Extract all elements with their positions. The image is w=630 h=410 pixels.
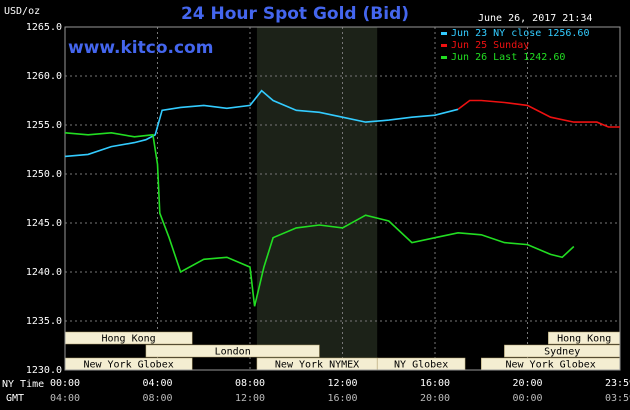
y-tick-label: 1265.0 bbox=[26, 22, 62, 33]
series-line bbox=[457, 99, 620, 128]
session-label: Hong Kong bbox=[102, 334, 156, 345]
session-label: New York NYMEX bbox=[275, 360, 359, 371]
legend-swatch bbox=[441, 44, 447, 47]
y-tick-label: 1245.0 bbox=[26, 218, 62, 229]
x-tick-label: 20:00 bbox=[512, 378, 542, 389]
series-line bbox=[64, 131, 575, 307]
x2-tick-label: 04:00 bbox=[50, 393, 80, 404]
legend-swatch bbox=[441, 56, 447, 59]
session-label: Sydney bbox=[544, 347, 580, 358]
y-axis-label: USD/oz bbox=[4, 6, 40, 17]
legend-label: Jun 23 NY close 1256.60 bbox=[451, 28, 589, 39]
legend-swatch bbox=[441, 32, 447, 35]
session-label: Hong Kong bbox=[557, 334, 611, 345]
legend-label: Jun 26 Last 1242.60 bbox=[451, 52, 565, 63]
legend-label: Jun 25 Sunday bbox=[451, 40, 529, 51]
session-shade bbox=[256, 27, 378, 370]
x2-axis-label: GMT bbox=[6, 393, 24, 404]
x2-tick-label: 16:00 bbox=[327, 393, 357, 404]
x2-tick-label: 00:00 bbox=[512, 393, 542, 404]
y-tick-label: 1230.0 bbox=[26, 365, 62, 376]
session-bar bbox=[145, 344, 320, 358]
watermark: www.kitco.com bbox=[68, 38, 213, 58]
series-line bbox=[64, 89, 459, 158]
y-tick-label: 1235.0 bbox=[26, 316, 62, 327]
y-tick-label: 1250.0 bbox=[26, 169, 62, 180]
timestamp: June 26, 2017 21:34 bbox=[478, 13, 592, 24]
y-tick-label: 1255.0 bbox=[26, 120, 62, 131]
x-tick-label: 12:00 bbox=[327, 378, 357, 389]
x2-tick-label: 20:00 bbox=[420, 393, 450, 404]
chart-title: 24 Hour Spot Gold (Bid) bbox=[181, 4, 409, 24]
session-label: London bbox=[215, 347, 251, 358]
y-tick-label: 1240.0 bbox=[26, 267, 62, 278]
session-label: NY Globex bbox=[394, 360, 448, 371]
x2-tick-label: 12:00 bbox=[235, 393, 265, 404]
session-label: New York Globex bbox=[83, 360, 173, 371]
x2-tick-label: 03:59 bbox=[605, 393, 630, 404]
x-tick-label: 16:00 bbox=[420, 378, 450, 389]
plot-frame bbox=[64, 26, 621, 371]
x2-tick-label: 08:00 bbox=[142, 393, 172, 404]
x-tick-label: 23:59 bbox=[605, 378, 630, 389]
y-tick-label: 1260.0 bbox=[26, 71, 62, 82]
session-label: New York Globex bbox=[505, 360, 595, 371]
x-tick-label: 08:00 bbox=[235, 378, 265, 389]
x-tick-label: 04:00 bbox=[142, 378, 172, 389]
x-axis-label: NY Time bbox=[2, 379, 44, 390]
x-tick-label: 00:00 bbox=[50, 378, 80, 389]
